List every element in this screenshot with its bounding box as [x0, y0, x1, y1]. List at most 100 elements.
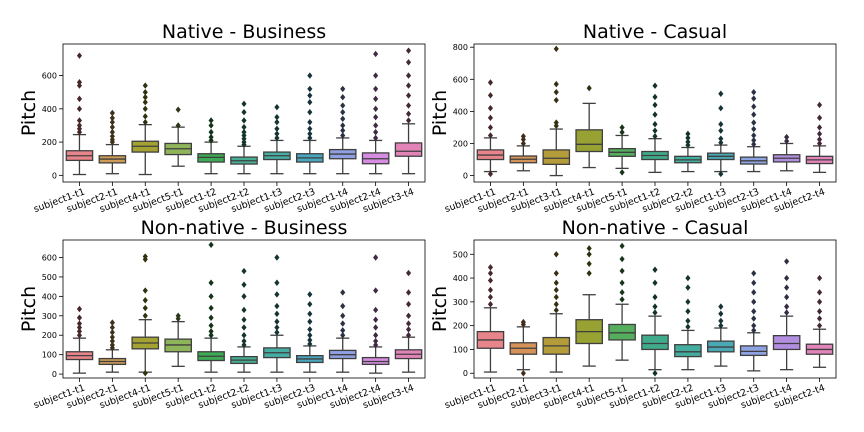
outlier [619, 267, 625, 275]
outlier [718, 310, 724, 317]
box-subject5-t1 [164, 106, 192, 167]
outlier [373, 72, 379, 79]
outlier [652, 293, 658, 301]
outlier [241, 341, 247, 349]
outlier [718, 170, 724, 178]
outlier [520, 133, 526, 140]
outlier [619, 255, 625, 263]
y-tick-label: 0 [463, 172, 468, 181]
outlier [241, 100, 247, 108]
plot-frame [473, 239, 837, 379]
y-tick-label: 400 [453, 274, 468, 283]
outlier [784, 284, 790, 291]
outlier [241, 306, 247, 314]
plot-frame [473, 43, 837, 183]
outlier [487, 104, 494, 112]
box-subject2-t2 [674, 130, 702, 173]
box-subject4-t1 [575, 245, 603, 367]
box-subject2-t1 [98, 319, 127, 373]
outlier [241, 117, 247, 124]
outlier [816, 101, 823, 109]
outlier [586, 270, 592, 277]
outlier [784, 137, 790, 145]
outlier [340, 132, 346, 139]
outlier [307, 108, 313, 116]
outlier [274, 254, 280, 261]
outlier [685, 298, 691, 306]
outlier [784, 303, 790, 310]
outlier [142, 98, 148, 106]
outlier [751, 322, 757, 329]
plot-frame [62, 43, 426, 183]
outlier [76, 105, 83, 113]
box-iqr [394, 142, 423, 157]
outlier [274, 291, 280, 298]
outlier [784, 258, 790, 265]
box-iqr [641, 334, 669, 351]
outlier [553, 96, 559, 104]
outlier [751, 327, 757, 334]
outlier [307, 118, 313, 126]
outlier [816, 308, 823, 315]
outlier [652, 121, 658, 128]
outlier [274, 118, 280, 126]
outlier [241, 138, 247, 146]
outlier [340, 102, 346, 109]
outlier [208, 293, 214, 300]
box-iqr [575, 129, 603, 153]
outlier [816, 114, 823, 122]
outlier [208, 304, 214, 312]
chart-panel: Non-native - Business Pitch 0 100 200 300 400 5… [18, 217, 426, 411]
outlier [487, 270, 494, 277]
outlier [405, 59, 412, 66]
outlier [685, 308, 691, 315]
outlier [373, 332, 379, 339]
outlier [751, 308, 757, 315]
box-subject1-t3 [263, 254, 291, 373]
chart-title: Non-native - Business [141, 217, 348, 239]
outlier [685, 323, 691, 331]
outlier [751, 279, 757, 287]
outlier [274, 329, 280, 336]
outlier [751, 95, 757, 102]
outlier [274, 125, 280, 132]
box-subject1-t4 [328, 85, 357, 175]
outlier [76, 324, 83, 331]
y-axis-label: Pitch [18, 90, 40, 136]
box-iqr [674, 344, 702, 358]
outlier [307, 98, 313, 106]
outlier [816, 136, 823, 143]
chart-title: Native - Business [162, 21, 326, 43]
outlier [109, 333, 115, 341]
chart-panel: Non-native - Casual Pitch 0 100 200 300 400 500… [429, 217, 837, 411]
outlier [405, 320, 412, 327]
outlier [652, 370, 658, 377]
outlier [520, 318, 526, 326]
outlier [208, 322, 214, 329]
outlier [520, 136, 526, 143]
outlier [142, 113, 148, 120]
outlier [307, 318, 313, 325]
outlier [685, 317, 691, 325]
outlier [553, 306, 559, 314]
outlier [175, 122, 181, 129]
box-subject2-t4 [361, 254, 390, 374]
outlier [373, 122, 379, 129]
outlier [274, 103, 280, 111]
outlier [241, 128, 247, 136]
outlier [816, 274, 823, 282]
outlier [784, 309, 790, 316]
outlier [487, 286, 494, 294]
outlier [340, 115, 346, 123]
outlier [619, 296, 625, 303]
outlier [109, 114, 115, 122]
outlier [405, 72, 412, 79]
outlier [373, 113, 379, 121]
box-subject1-t2 [197, 117, 225, 175]
box-subject1-t1 [476, 264, 505, 373]
box-subject2-t2 [230, 267, 258, 373]
outlier [76, 122, 83, 129]
box-subject4-t1 [575, 84, 603, 169]
outlier [241, 332, 247, 339]
y-axis-label: Pitch [18, 286, 40, 332]
